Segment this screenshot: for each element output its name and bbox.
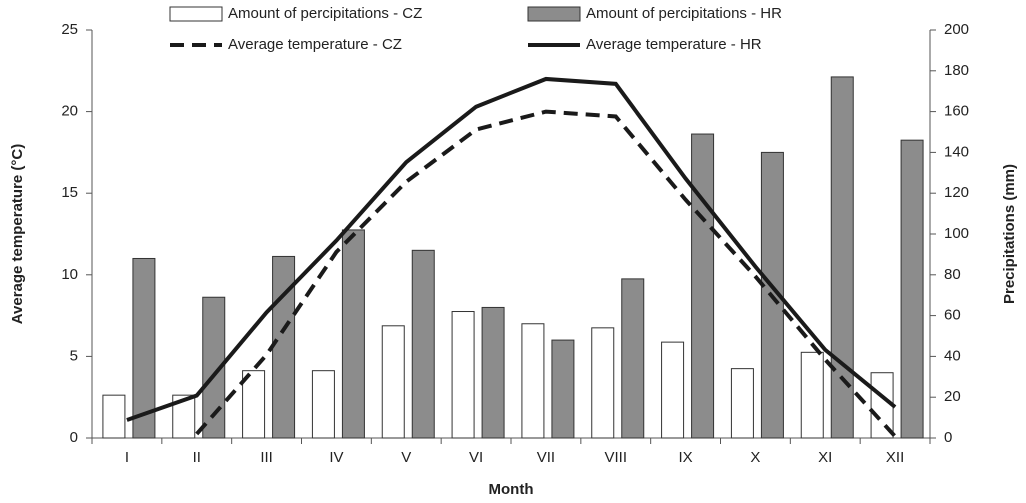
bar	[551, 339, 575, 439]
x-tick-label: VII	[537, 449, 555, 466]
legend-label: Amount of percipitations - CZ	[228, 5, 422, 22]
bar	[691, 133, 715, 439]
y-tick-label: 15	[61, 184, 78, 201]
bar	[521, 323, 545, 439]
bar	[132, 257, 156, 439]
y-tick-label: 10	[61, 266, 78, 283]
x-tick-label: XII	[886, 449, 904, 466]
bar	[661, 341, 685, 439]
x-tick-label: I	[125, 449, 129, 466]
y2-axis-title: Precipitations (mm)	[1001, 164, 1018, 304]
bar	[900, 139, 924, 439]
y2-tick-label: 60	[944, 307, 961, 324]
bar	[451, 311, 475, 439]
x-tick-label: IX	[678, 449, 692, 466]
bar	[411, 249, 435, 439]
legend-label: Average temperature - HR	[586, 36, 762, 53]
line	[195, 109, 897, 438]
bar	[272, 255, 296, 439]
bar	[102, 394, 126, 439]
bar	[800, 351, 824, 439]
y2-tick-label: 40	[944, 347, 961, 364]
x-tick-label: VIII	[604, 449, 627, 466]
y2-tick-label: 140	[944, 143, 969, 160]
x-axis-title: Month	[489, 481, 534, 498]
x-tick-label: X	[750, 449, 760, 466]
legend-swatch	[169, 6, 223, 22]
bar	[341, 229, 365, 439]
y2-tick-label: 100	[944, 225, 969, 242]
y2-tick-label: 120	[944, 184, 969, 201]
bar	[730, 368, 754, 439]
bar	[621, 278, 645, 439]
line	[126, 76, 897, 422]
x-tick-label: V	[401, 449, 411, 466]
x-tick-label: XI	[818, 449, 832, 466]
bar	[481, 306, 505, 439]
y-tick-label: 0	[70, 429, 78, 446]
y2-tick-label: 20	[944, 388, 961, 405]
y-tick-label: 5	[70, 347, 78, 364]
legend-label: Amount of percipitations - HR	[586, 5, 782, 22]
x-tick-label: III	[260, 449, 273, 466]
legend-swatch	[527, 6, 581, 22]
y2-tick-label: 180	[944, 62, 969, 79]
bar	[591, 327, 615, 439]
x-tick-label: VI	[469, 449, 483, 466]
x-tick-label: II	[193, 449, 201, 466]
bar	[172, 394, 196, 439]
y2-tick-label: 80	[944, 266, 961, 283]
bar	[202, 296, 226, 439]
bar	[242, 370, 266, 439]
y2-tick-label: 160	[944, 103, 969, 120]
bar	[381, 325, 405, 439]
bar	[830, 76, 854, 439]
y2-tick-label: 0	[944, 429, 952, 446]
y-tick-label: 20	[61, 103, 78, 120]
y-tick-label: 25	[61, 21, 78, 38]
legend-label: Average temperature - CZ	[228, 36, 402, 53]
bar	[311, 370, 335, 439]
y2-tick-label: 200	[944, 21, 969, 38]
y-axis-title: Average temperature (°C)	[9, 144, 26, 325]
x-tick-label: IV	[329, 449, 343, 466]
